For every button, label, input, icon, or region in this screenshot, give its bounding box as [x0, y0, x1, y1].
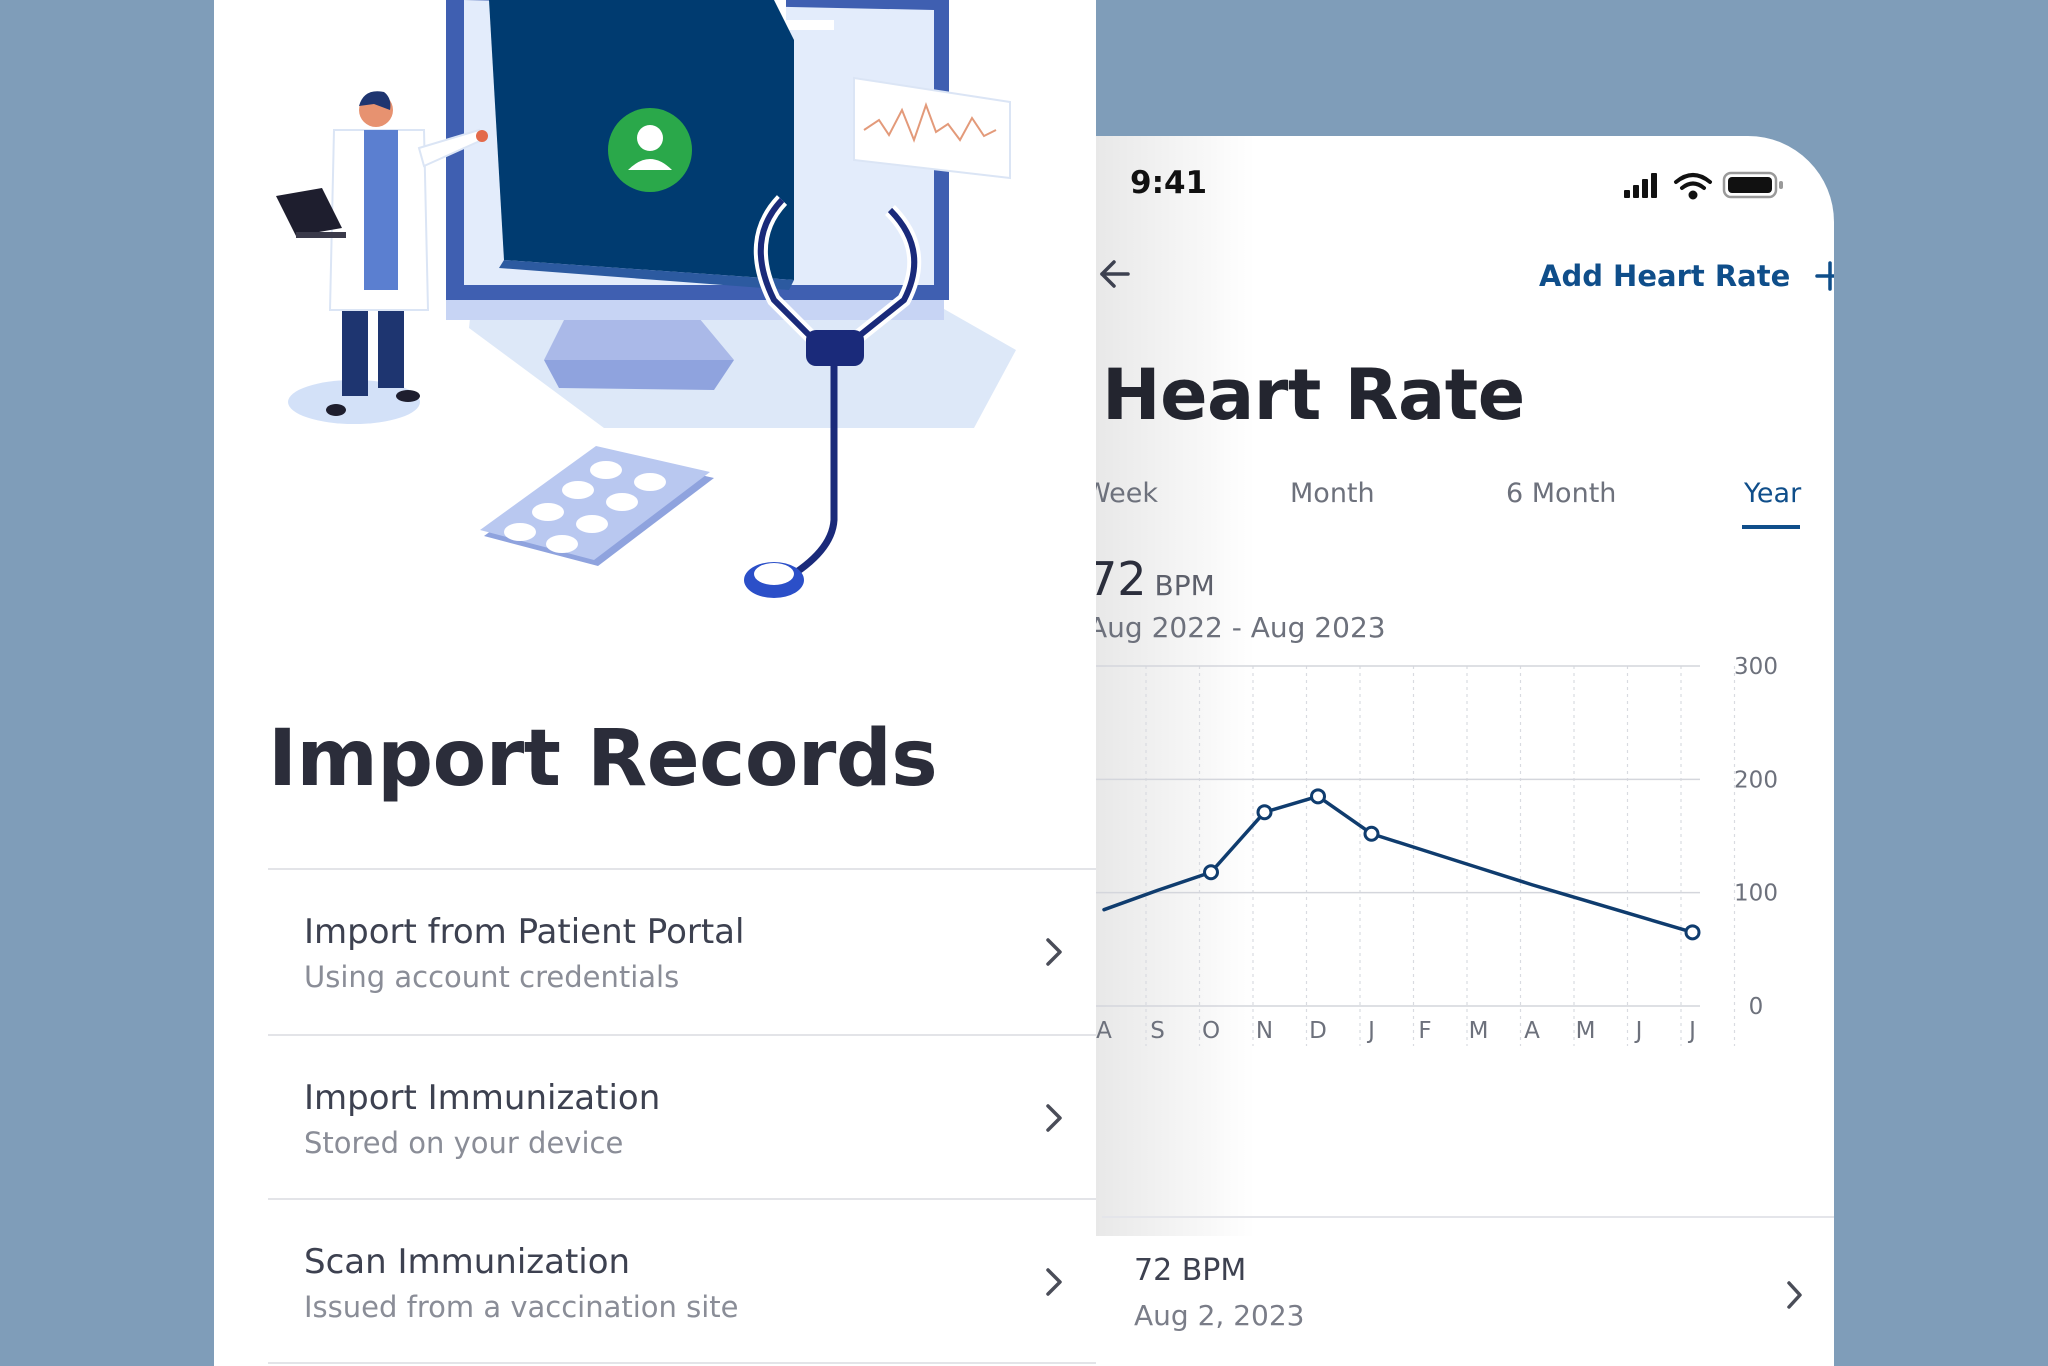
- row-title: Import Immunization: [304, 1078, 661, 1118]
- x-tick-label: J: [1634, 1018, 1643, 1044]
- bpm-unit: BPM: [1154, 569, 1215, 602]
- x-tick-label: J: [1366, 1018, 1375, 1044]
- bpm-value: 72: [1096, 552, 1147, 606]
- import-patient-portal-row[interactable]: Import from Patient Portal Using account…: [268, 870, 1096, 1034]
- plus-icon: [1815, 261, 1834, 291]
- scan-immunization-row[interactable]: Scan Immunization Issued from a vaccinat…: [268, 1200, 1096, 1364]
- data-point: [1363, 825, 1380, 842]
- heart-rate-chart: 0 100 200 300 A S O N D J F M A M J J: [1096, 654, 1778, 1046]
- chevron-right-icon: [1787, 1281, 1802, 1309]
- x-tick-label: S: [1150, 1018, 1165, 1044]
- x-tick-label: F: [1418, 1018, 1431, 1044]
- medical-records-illustration: [276, 0, 1016, 598]
- status-icons: [1624, 171, 1783, 200]
- row-title: Import from Patient Portal: [304, 912, 745, 952]
- battery-icon: [1722, 171, 1783, 199]
- latest-bpm: 72 BPM: [1134, 1253, 1247, 1288]
- y-tick-label: 100: [1734, 881, 1778, 907]
- tab-6-month[interactable]: 6 Month: [1506, 478, 1617, 509]
- heart-rate-phone-screen: 9:41 Add Heart Rate Heart Rate Week: [1096, 136, 1834, 1366]
- signal-icon: [1624, 173, 1657, 198]
- divider: [268, 868, 1096, 870]
- data-point: [1684, 924, 1701, 941]
- arrow-left-icon[interactable]: [1096, 254, 1136, 294]
- active-tab-indicator: [1742, 525, 1800, 529]
- divider: [268, 1034, 1096, 1036]
- chevron-right-icon: [1046, 1104, 1062, 1132]
- import-immunization-row[interactable]: Import Immunization Stored on your devic…: [268, 1036, 1096, 1200]
- latest-date: Aug 2, 2023: [1134, 1299, 1305, 1332]
- page-title: Heart Rate: [1102, 354, 1525, 436]
- data-point: [1203, 864, 1219, 881]
- x-tick-label: M: [1469, 1018, 1489, 1044]
- divider: [268, 1362, 1096, 1364]
- data-point: [1310, 788, 1326, 805]
- row-subtitle: Stored on your device: [304, 1126, 624, 1160]
- x-tick-label: M: [1576, 1018, 1596, 1044]
- import-records-card: Import Records Import from Patient Porta…: [214, 0, 1096, 1366]
- x-tick-label: A: [1524, 1018, 1540, 1044]
- x-tick-label: J: [1687, 1018, 1696, 1044]
- y-tick-label: 300: [1734, 654, 1778, 680]
- row-title: Scan Immunization: [304, 1242, 631, 1282]
- row-subtitle: Issued from a vaccination site: [304, 1290, 739, 1324]
- date-range: Aug 2022 - Aug 2023: [1096, 611, 1386, 644]
- heart-rate-series-line: [1102, 794, 1695, 935]
- chevron-right-icon: [1046, 1268, 1062, 1296]
- add-heart-rate-label: Add Heart Rate: [1539, 258, 1791, 293]
- row-subtitle: Using account credentials: [304, 960, 680, 994]
- data-point: [1256, 804, 1273, 821]
- wifi-icon: [1674, 173, 1712, 200]
- tab-month[interactable]: Month: [1290, 478, 1375, 509]
- chevron-right-icon: [1046, 938, 1062, 966]
- add-heart-rate-button[interactable]: Add Heart Rate: [1539, 254, 1834, 298]
- x-tick-label: N: [1256, 1018, 1273, 1044]
- x-tick-label: D: [1309, 1018, 1327, 1044]
- divider: [1102, 1216, 1834, 1218]
- page-title: Import Records: [268, 714, 938, 804]
- bpm-summary: 72 BPM: [1096, 556, 1215, 602]
- divider: [268, 1198, 1096, 1200]
- x-tick-label: O: [1202, 1018, 1220, 1044]
- latest-reading-row[interactable]: 72 BPM Aug 2, 2023: [1096, 1218, 1834, 1366]
- y-tick-label: 200: [1734, 767, 1778, 793]
- status-time: 9:41: [1130, 165, 1208, 201]
- y-tick-label: 0: [1749, 994, 1764, 1020]
- tab-week[interactable]: Week: [1096, 478, 1158, 509]
- tab-year[interactable]: Year: [1744, 478, 1802, 509]
- x-tick-label: A: [1096, 1018, 1112, 1044]
